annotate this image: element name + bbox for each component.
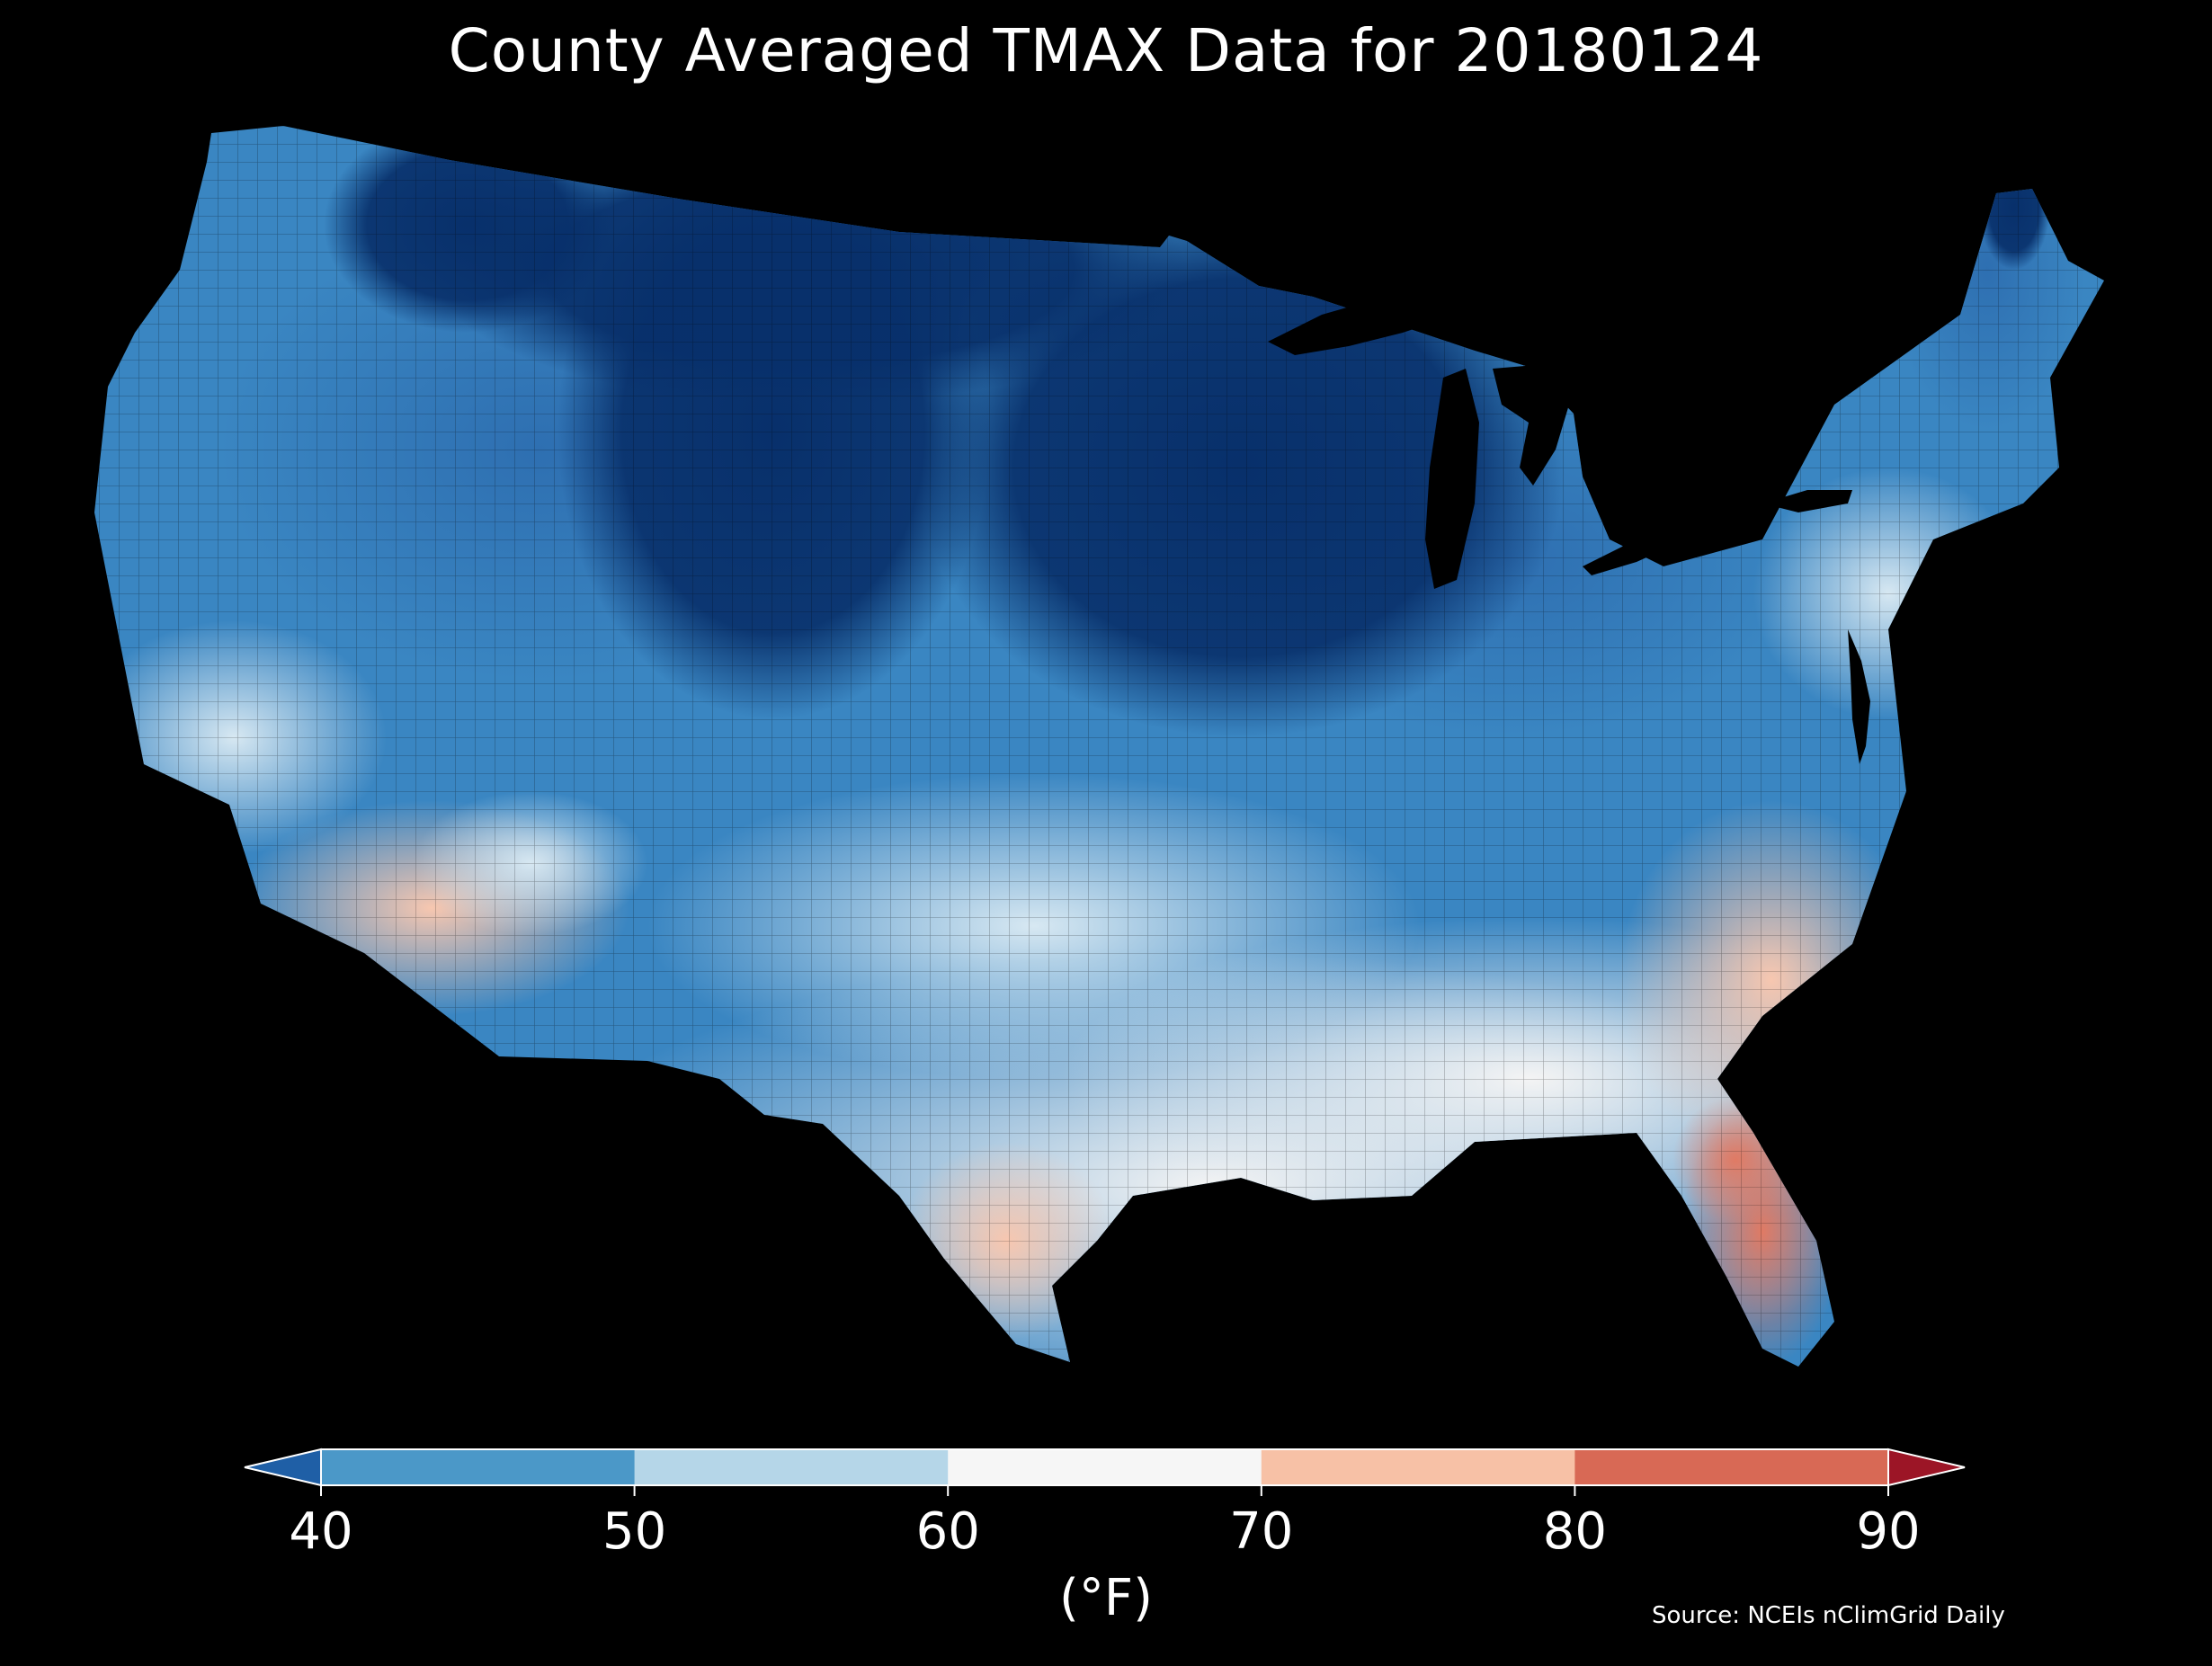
colorbar-tick-label: 40 [289, 1502, 352, 1561]
lake-erie [1583, 526, 1690, 575]
chesapeake-bay [1848, 629, 1870, 764]
colorbar-extend-high [1887, 1448, 1966, 1487]
colorbar-bin-40-50 [321, 1449, 636, 1485]
lake-michigan [1425, 369, 1479, 589]
colorbar-bin-80-90 [1574, 1449, 1889, 1485]
lake-ontario [1762, 490, 1852, 512]
colorbar-frame [320, 1448, 1889, 1486]
source-credit: Source: NCEIs nClimGrid Daily [1652, 1602, 2005, 1629]
colorbar-unit-label: (°F) [1059, 1569, 1153, 1627]
colorbar-tick-label: 70 [1229, 1502, 1293, 1561]
colorbar-bin-50-60 [634, 1449, 949, 1485]
lake-huron [1493, 364, 1569, 486]
map-title: County Averaged TMAX Data for 20180124 [448, 16, 1764, 85]
colorbar-bin-60-70 [948, 1449, 1262, 1485]
lake-superior [1268, 297, 1457, 355]
colorbar-tick-label: 60 [916, 1502, 980, 1561]
colorbar-tick-label: 50 [602, 1502, 666, 1561]
colorbar-tick-label: 80 [1543, 1502, 1607, 1561]
colorbar-bin-70-80 [1261, 1449, 1575, 1485]
colorbar-tick-label: 90 [1856, 1502, 1920, 1561]
colorbar-extend-low [244, 1448, 322, 1487]
